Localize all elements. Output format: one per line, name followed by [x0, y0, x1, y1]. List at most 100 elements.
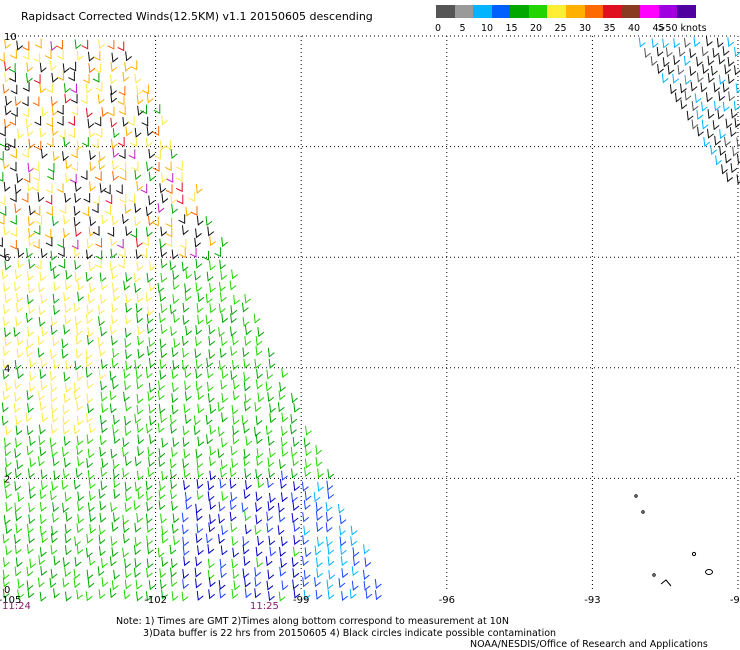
wind-barb	[727, 74, 735, 85]
wind-barb	[220, 336, 228, 347]
wind-barb	[76, 325, 83, 336]
y-tick-label: 10	[4, 32, 17, 43]
wind-barb	[133, 567, 141, 578]
wind-barb	[3, 437, 11, 448]
wind-barb	[100, 294, 107, 305]
wind-barb	[44, 49, 52, 60]
wind-barb	[97, 94, 105, 105]
wind-barb	[181, 261, 189, 272]
wind-barb	[145, 480, 153, 491]
wind-barb	[85, 272, 93, 283]
wind-barb	[205, 414, 213, 425]
wind-barb	[145, 513, 153, 524]
legend-tick-label: 40	[627, 23, 641, 34]
wind-barb	[74, 360, 82, 371]
wind-barb	[14, 96, 22, 107]
wind-barb	[217, 448, 225, 459]
wind-barb	[171, 347, 179, 358]
wind-barb	[727, 56, 735, 67]
wind-barb	[292, 456, 299, 467]
wind-barb	[724, 153, 732, 164]
wind-barb	[337, 503, 345, 514]
wind-barb	[196, 523, 204, 534]
wind-barb	[724, 136, 731, 147]
wind-barb	[220, 270, 228, 281]
wind-barb	[14, 437, 22, 448]
wind-barb	[736, 154, 740, 165]
wind-barb	[717, 109, 725, 120]
chart-title: Rapidsact Corrected Winds(12.5KM) v1.1 2…	[21, 10, 373, 23]
wind-barb	[31, 181, 39, 192]
wind-barb	[15, 557, 23, 568]
wind-barb	[46, 117, 53, 128]
wind-barb	[0, 237, 3, 248]
wind-barb	[63, 393, 71, 404]
wind-barb	[107, 39, 115, 50]
wind-barb	[107, 227, 115, 237]
wind-barb	[326, 536, 333, 547]
wind-barb	[218, 327, 225, 338]
wind-barb	[110, 85, 117, 96]
wind-barb	[88, 226, 96, 237]
wind-barb	[101, 403, 109, 414]
wind-barb	[113, 569, 120, 580]
wind-barb	[3, 181, 11, 192]
wind-barb	[170, 567, 177, 578]
wind-barb	[56, 50, 64, 60]
legend-tick-label: 20	[529, 23, 543, 34]
wind-barb	[50, 533, 58, 544]
wind-barb	[165, 227, 173, 238]
wind-barb	[195, 578, 202, 589]
wind-barb	[316, 568, 324, 579]
wind-barb	[9, 115, 17, 126]
wind-barb	[363, 544, 370, 555]
wind-barb	[68, 116, 75, 126]
wind-barb	[302, 577, 310, 588]
wind-barb	[279, 566, 287, 577]
wind-barb	[9, 161, 17, 172]
wind-barb	[136, 393, 144, 404]
wind-barb	[701, 119, 709, 130]
wind-barb	[58, 129, 66, 140]
wind-barb	[277, 502, 285, 513]
wind-barb	[57, 238, 64, 249]
wind-barb	[161, 172, 168, 183]
wind-barb	[17, 492, 25, 503]
wind-barb	[351, 566, 359, 577]
wind-barb	[52, 336, 60, 347]
wind-barb	[364, 557, 372, 568]
wind-barb	[98, 589, 106, 600]
wind-barb	[680, 99, 688, 110]
legend-tick-label: 15	[505, 23, 518, 34]
wind-barb	[255, 514, 263, 525]
wind-barb	[255, 415, 263, 426]
wind-barb	[350, 525, 358, 536]
wind-barb	[92, 72, 100, 83]
wind-barb	[196, 479, 204, 490]
wind-barb	[221, 412, 228, 423]
wind-barb	[37, 577, 45, 588]
wind-barb	[707, 55, 715, 66]
wind-barb	[16, 303, 23, 314]
wind-barb	[100, 359, 108, 370]
wind-barb	[209, 514, 216, 525]
wind-barb	[100, 423, 108, 434]
wind-barb	[116, 184, 123, 195]
wind-barb	[71, 161, 79, 172]
wind-barb	[117, 95, 125, 106]
wind-barb	[64, 524, 72, 535]
wind-barb	[14, 269, 22, 280]
wind-barb	[46, 83, 53, 94]
wind-barb	[689, 66, 697, 77]
wind-barb	[206, 381, 214, 392]
wind-barb	[667, 64, 675, 75]
wind-barb	[705, 92, 713, 103]
wind-barb	[27, 468, 35, 479]
wind-barb	[157, 390, 165, 401]
wind-barb	[23, 173, 31, 183]
wind-barb	[148, 403, 156, 414]
wind-barb	[100, 326, 107, 337]
wind-barb	[281, 426, 288, 437]
wind-barb	[28, 436, 36, 447]
wind-barb	[160, 513, 167, 524]
